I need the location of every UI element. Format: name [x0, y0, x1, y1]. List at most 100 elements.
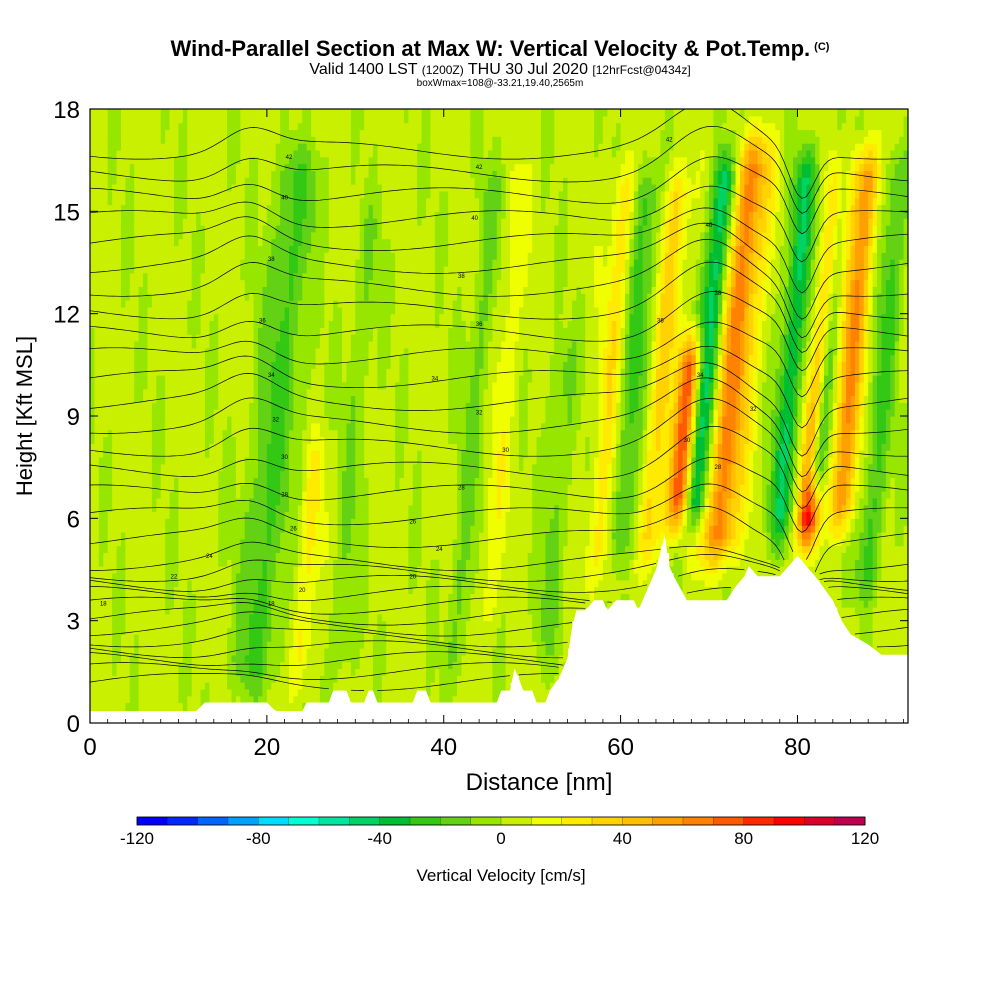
velocity-cell	[196, 538, 202, 547]
velocity-cell	[107, 497, 113, 506]
velocity-cell	[258, 143, 264, 151]
velocity-cell	[125, 627, 131, 635]
velocity-cell	[178, 265, 184, 274]
velocity-cell	[319, 627, 325, 635]
velocity-cell	[333, 572, 339, 581]
velocity-cell	[275, 688, 281, 697]
velocity-cell	[112, 402, 118, 410]
velocity-cell	[196, 409, 202, 417]
velocity-cell	[90, 375, 96, 383]
velocity-cell	[288, 627, 294, 635]
velocity-cell	[187, 238, 193, 247]
velocity-cell	[103, 313, 109, 322]
velocity-cell	[182, 190, 188, 199]
velocity-cell	[253, 136, 259, 144]
velocity-cell	[182, 491, 188, 499]
velocity-cell	[218, 491, 224, 499]
velocity-cell	[324, 559, 330, 567]
velocity-cell	[284, 607, 290, 615]
velocity-cell	[333, 545, 339, 554]
velocity-cell	[271, 545, 277, 554]
velocity-cell	[147, 600, 153, 608]
velocity-cell	[94, 300, 100, 308]
velocity-cell	[297, 682, 303, 690]
velocity-cell	[94, 613, 100, 622]
velocity-cell	[231, 668, 237, 676]
velocity-cell	[218, 306, 224, 315]
velocity-cell	[280, 477, 286, 485]
velocity-cell	[147, 572, 153, 581]
velocity-cell	[165, 402, 171, 410]
velocity-cell	[253, 143, 259, 151]
velocity-cell	[249, 381, 255, 390]
velocity-cell	[266, 450, 272, 458]
velocity-cell	[275, 477, 281, 485]
velocity-cell	[266, 463, 272, 472]
velocity-cell	[275, 252, 281, 260]
velocity-cell	[297, 688, 303, 697]
velocity-cell	[231, 293, 237, 301]
velocity-cell	[262, 354, 268, 363]
velocity-cell	[147, 149, 153, 158]
velocity-cell	[138, 231, 144, 240]
velocity-cell	[178, 136, 184, 144]
velocity-cell	[174, 115, 180, 124]
velocity-cell	[244, 531, 250, 540]
velocity-cell	[337, 531, 343, 540]
velocity-cell	[275, 340, 281, 349]
velocity-cell	[94, 422, 100, 431]
velocity-cell	[244, 654, 250, 663]
velocity-cell	[103, 518, 109, 526]
velocity-cell	[94, 579, 100, 588]
velocity-cell	[227, 675, 233, 683]
velocity-cell	[143, 566, 149, 574]
velocity-cell	[196, 197, 202, 206]
velocity-cell	[222, 695, 228, 704]
velocity-cell	[262, 484, 268, 492]
velocity-cell	[120, 143, 126, 151]
velocity-cell	[120, 184, 126, 192]
velocity-cell	[297, 334, 303, 342]
velocity-cell	[204, 634, 210, 642]
velocity-cell	[120, 538, 126, 547]
velocity-cell	[328, 143, 334, 151]
velocity-cell	[231, 634, 237, 642]
velocity-cell	[112, 661, 118, 670]
velocity-cell	[306, 143, 312, 151]
velocity-cell	[209, 300, 215, 308]
velocity-cell	[271, 354, 277, 363]
velocity-cell	[120, 259, 126, 267]
velocity-cell	[134, 190, 140, 199]
velocity-cell	[271, 224, 277, 233]
velocity-cell	[174, 354, 180, 363]
velocity-cell	[311, 620, 317, 629]
velocity-cell	[244, 149, 250, 158]
velocity-cell	[275, 491, 281, 499]
velocity-cell	[262, 545, 268, 554]
velocity-cell	[306, 545, 312, 554]
velocity-cell	[204, 109, 210, 117]
velocity-cell	[129, 109, 135, 117]
velocity-cell	[328, 607, 334, 615]
velocity-cell	[227, 320, 233, 328]
velocity-cell	[165, 518, 171, 526]
velocity-cell	[258, 579, 264, 588]
velocity-cell	[107, 354, 113, 363]
velocity-cell	[156, 252, 162, 260]
velocity-cell	[125, 484, 131, 492]
velocity-cell	[288, 300, 294, 308]
velocity-cell	[284, 484, 290, 492]
velocity-cell	[319, 149, 325, 158]
velocity-cell	[240, 429, 246, 438]
velocity-cell	[213, 381, 219, 390]
velocity-cell	[116, 375, 122, 383]
velocity-cell	[333, 218, 339, 226]
velocity-cell	[107, 279, 113, 287]
velocity-cell	[235, 538, 241, 547]
velocity-cell	[138, 416, 144, 424]
velocity-cell	[191, 197, 197, 206]
velocity-cell	[94, 375, 100, 383]
velocity-cell	[271, 525, 277, 533]
velocity-cell	[169, 504, 175, 513]
velocity-cell	[244, 688, 250, 697]
